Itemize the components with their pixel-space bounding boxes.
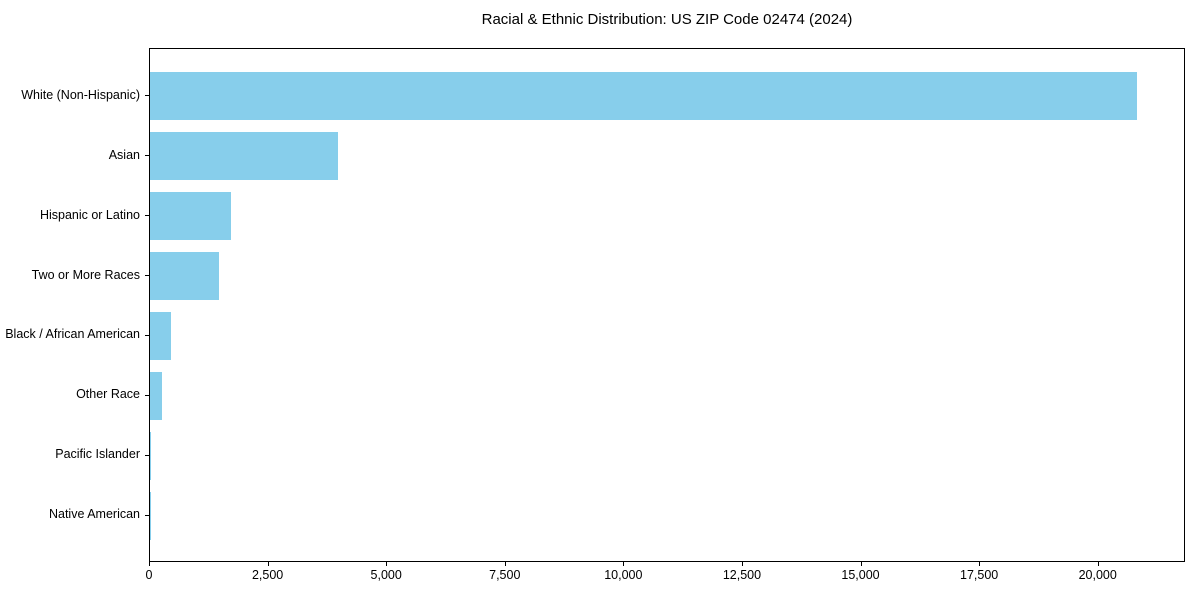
bar-5 [150, 311, 172, 360]
x-tick-mark [267, 562, 269, 566]
bar-2 [150, 132, 339, 181]
x-tick-label: 15,000 [841, 568, 880, 582]
x-tick-mark [149, 562, 150, 566]
x-tick-label: 5,000 [370, 568, 402, 582]
y-tick-mark [145, 514, 149, 516]
x-tick-mark [623, 562, 625, 566]
y-tick-mark [145, 394, 149, 396]
x-tick-label: 2,500 [251, 568, 284, 582]
y-tick-mark [145, 215, 149, 217]
bar-7 [150, 431, 151, 480]
x-tick-label: 20,000 [1078, 568, 1117, 582]
y-tick-mark [145, 454, 149, 456]
y-tick-mark [145, 334, 149, 336]
bar-6 [150, 371, 163, 420]
y-tick-label: Other Race [76, 387, 140, 402]
plot-area [149, 48, 1185, 562]
bar-3 [150, 192, 232, 241]
y-tick-label: Pacific Islander [55, 447, 140, 462]
y-tick-label: White (Non-Hispanic) [21, 87, 140, 102]
x-tick-mark [504, 562, 506, 566]
x-tick-label: 7,500 [489, 568, 521, 582]
x-tick-mark [386, 562, 388, 566]
x-tick-mark [741, 562, 743, 566]
y-tick-label: Hispanic or Latino [39, 207, 140, 222]
x-tick-mark [1097, 562, 1099, 566]
x-tick-label: 17,500 [960, 568, 999, 582]
x-tick-label: 0 [145, 568, 153, 582]
y-tick-mark [145, 275, 149, 277]
bar-1 [150, 72, 1137, 121]
chart-title: Racial & Ethnic Distribution: US ZIP Cod… [481, 11, 853, 28]
bar-4 [150, 252, 219, 300]
y-tick-label: Asian [108, 147, 140, 162]
x-tick-mark [979, 562, 981, 566]
x-tick-label: 12,500 [722, 568, 762, 582]
x-tick-mark [860, 562, 862, 566]
y-tick-mark [145, 155, 149, 157]
y-tick-label: Black / African American [5, 327, 140, 342]
y-tick-mark [145, 95, 149, 97]
y-tick-label: Native American [48, 507, 140, 522]
y-tick-label: Two or More Races [31, 267, 140, 282]
x-tick-label: 10,000 [604, 568, 643, 582]
